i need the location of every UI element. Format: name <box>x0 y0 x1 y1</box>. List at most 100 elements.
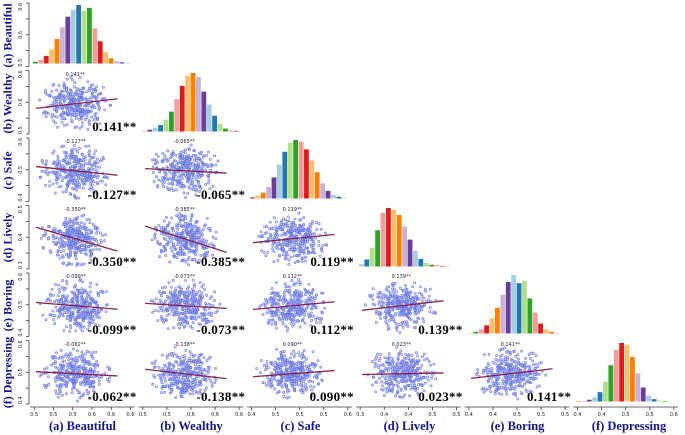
histogram-bar <box>124 62 130 64</box>
svg-text:0.5: 0.5 <box>18 59 24 67</box>
correlation-value-small: -0.138** <box>173 342 195 348</box>
histogram-bar <box>386 207 391 266</box>
histogram-bar <box>201 91 206 131</box>
correlation-value: 0.141** <box>92 119 137 134</box>
correlation-value-small: -0.127** <box>65 139 87 145</box>
svg-text:0.5: 0.5 <box>18 126 24 134</box>
correlation-value: 0.023** <box>418 389 463 404</box>
correlation-value: 0.112** <box>310 321 354 337</box>
histogram-bar <box>179 85 185 131</box>
svg-text:0.6: 0.6 <box>18 70 24 78</box>
scatter-points <box>150 211 218 266</box>
histogram-bar <box>434 264 440 266</box>
histogram-bar <box>65 16 71 64</box>
col-label-depressing: (f) Depressing <box>591 419 667 433</box>
fit-line <box>361 300 444 311</box>
histogram-bar <box>537 323 543 334</box>
histogram-bar <box>336 196 342 199</box>
svg-text:0.5: 0.5 <box>18 368 24 376</box>
histogram-bar <box>603 381 609 401</box>
histogram-panel-lively <box>357 205 464 268</box>
histogram-bar <box>532 312 538 334</box>
histogram-bar <box>141 130 147 131</box>
correlation-value: 0.141** <box>526 389 572 404</box>
correlation-value: -0.385** <box>196 254 246 269</box>
histogram-bar <box>597 391 603 401</box>
svg-text:0.3: 0.3 <box>356 412 364 418</box>
svg-text:0.5: 0.5 <box>646 412 654 418</box>
correlation-value-small: 0.112** <box>283 274 303 280</box>
histogram-bar <box>478 329 484 334</box>
scatter-panel-lively-wealthy: -0.385** -0.385** <box>140 205 247 272</box>
histogram-bar <box>119 62 125 64</box>
svg-text:0.5: 0.5 <box>561 412 569 418</box>
svg-text:0.4: 0.4 <box>404 412 412 418</box>
histogram-bar <box>97 41 103 64</box>
col-label-wealthy: (b) Wealthy <box>160 419 223 433</box>
scatter-points <box>38 277 109 333</box>
histogram-bar <box>375 229 381 266</box>
svg-text:0.5: 0.5 <box>428 412 436 418</box>
svg-text:0.4: 0.4 <box>18 329 24 337</box>
svg-text:0.5: 0.5 <box>18 166 24 174</box>
histogram-bar <box>298 141 304 199</box>
histogram-bar <box>174 98 179 131</box>
fit-line <box>35 226 118 252</box>
svg-text:0.6: 0.6 <box>211 412 219 418</box>
histogram-bar <box>195 76 201 131</box>
fit-line <box>35 165 118 176</box>
histogram-bar <box>413 250 418 266</box>
histogram-bar <box>581 400 587 401</box>
svg-text:0.4: 0.4 <box>574 412 582 418</box>
histogram-bar <box>320 183 326 199</box>
scatter-points <box>38 75 112 131</box>
svg-text:0.5: 0.5 <box>453 412 461 418</box>
fit-line <box>253 301 335 311</box>
histogram-bar <box>483 325 489 334</box>
histogram-bar <box>641 386 646 401</box>
scatter-panel-safe-wealthy: -0.065** -0.065** <box>140 137 247 204</box>
histogram-bar <box>282 151 288 199</box>
svg-text:0.6: 0.6 <box>187 412 195 418</box>
correlation-value-small: -0.065** <box>173 139 195 145</box>
col-label-beautiful: (a) Beautiful <box>48 419 116 433</box>
histogram-bar <box>364 258 370 266</box>
histogram-bar <box>489 318 495 334</box>
histogram-bar <box>630 356 636 401</box>
col-label-safe: (c) Safe <box>280 419 321 433</box>
correlation-value-small: 0.023** <box>392 342 412 348</box>
histogram-bar <box>576 400 582 401</box>
histogram-bar <box>49 49 55 64</box>
histogram-bar <box>261 192 266 199</box>
scatter-points <box>150 143 220 200</box>
fit-line <box>144 302 227 309</box>
col-label-boring: (e) Boring <box>490 419 545 433</box>
histogram-bar <box>168 111 174 131</box>
histogram-bar <box>543 329 549 334</box>
histogram-bar <box>157 124 163 131</box>
histogram-bar <box>222 128 228 131</box>
svg-text:0.6: 0.6 <box>18 98 24 106</box>
correlation-value-small: -0.385** <box>173 207 195 213</box>
histogram-bar <box>359 263 364 266</box>
histogram-bar <box>407 239 413 266</box>
histogram-bar <box>635 372 641 401</box>
histogram-bar <box>391 209 397 266</box>
correlation-value: -0.350** <box>87 254 137 269</box>
svg-text:0.4: 0.4 <box>489 412 497 418</box>
histogram-bar <box>587 399 592 401</box>
svg-text:0.6: 0.6 <box>107 412 115 418</box>
histogram-bar <box>646 395 652 401</box>
histogram-bar <box>190 72 196 131</box>
fit-line <box>35 97 118 109</box>
svg-text:0.6: 0.6 <box>670 412 678 418</box>
histogram-panel-beautiful <box>31 2 138 65</box>
scatter-panel-boring-beautiful: -0.099** -0.099** <box>31 272 138 339</box>
scatter-panel-lively-beautiful: -0.350** -0.350** <box>31 205 138 272</box>
histogram-bar <box>554 332 559 334</box>
histogram-bar <box>608 364 614 401</box>
correlation-value: -0.073** <box>196 321 246 337</box>
histogram-bar <box>418 258 424 266</box>
correlation-value: 0.139** <box>418 321 463 337</box>
